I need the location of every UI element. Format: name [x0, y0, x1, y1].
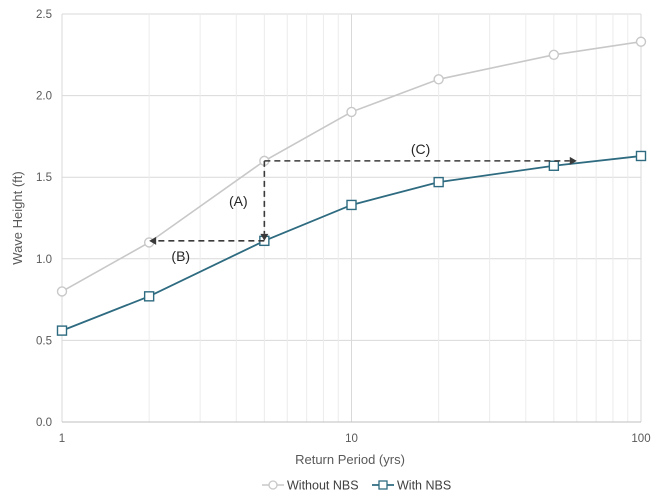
data-point-without-nbs — [635, 36, 647, 47]
legend-marker-without-nbs — [268, 480, 278, 490]
annotation-label-c: (C) — [411, 141, 430, 157]
grid — [61, 13, 642, 422]
y-tick-label: 1.5 — [36, 172, 52, 184]
data-point-with-nbs — [143, 291, 155, 302]
x-tick-label: 100 — [631, 433, 650, 445]
x-axis-title: Return Period (yrs) — [295, 452, 405, 467]
legend-marker-with-nbs — [378, 480, 388, 490]
data-point-with-nbs — [433, 176, 444, 188]
data-point-without-nbs — [346, 106, 357, 118]
axes: 0.0 0.5 1.0 1.5 2.0 2.5 1 10 100 — [36, 9, 651, 445]
data-point-with-nbs — [346, 199, 357, 211]
series — [56, 36, 647, 336]
data-point-with-nbs — [56, 325, 68, 336]
arrow-b-arrowhead — [149, 236, 157, 245]
annotation-label-b: (B) — [171, 248, 190, 264]
x-tick-label: 1 — [59, 433, 65, 445]
y-tick-label: 0.5 — [36, 335, 52, 347]
data-point-without-nbs — [56, 286, 68, 297]
legend-label-with-nbs: With NBS — [397, 479, 451, 493]
y-tick-label: 2.0 — [36, 91, 52, 103]
y-axis-title: Wave Height (ft) — [10, 171, 25, 264]
y-tick-label: 1.0 — [36, 254, 52, 266]
annotations: (A) (B) (C) — [149, 141, 577, 264]
legend[interactable]: Without NBS With NBS — [262, 479, 451, 493]
arrow-a-arrowhead — [260, 233, 269, 241]
data-point-with-nbs — [635, 150, 647, 162]
y-tick-label: 0.0 — [36, 417, 52, 429]
data-point-without-nbs — [548, 49, 560, 60]
legend-label-without-nbs: Without NBS — [287, 479, 359, 493]
x-tick-label: 10 — [345, 433, 358, 445]
y-tick-label: 2.5 — [36, 9, 52, 21]
arrow-c-arrowhead — [569, 156, 577, 165]
data-point-without-nbs — [433, 74, 444, 85]
data-point-with-nbs — [548, 160, 560, 171]
annotation-label-a: (A) — [229, 193, 248, 209]
